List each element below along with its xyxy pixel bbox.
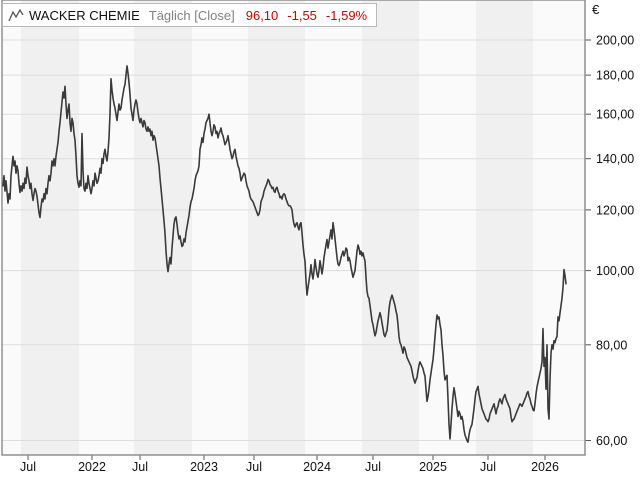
legend-box: WACKER CHEMIE Täglich [Close] 96,10 -1,5… [2,3,378,27]
currency-unit-label: € [592,2,600,17]
x-axis-label: 2023 [190,460,218,474]
half-year-shaded-band [476,0,533,455]
x-axis-label: Jul [132,460,148,474]
y-axis-label: 80,00 [596,338,627,352]
y-axis-label: 160,00 [596,108,634,122]
y-axis-label: 180,00 [596,69,634,83]
half-year-shaded-band [362,0,419,455]
line-chart-icon [8,8,24,21]
x-axis-label: Jul [480,460,496,474]
x-axis-label: Jul [20,460,36,474]
x-axis-label: 2026 [531,460,559,474]
price-line-series [2,65,567,444]
half-year-shaded-band [248,0,305,455]
x-axis-label: Jul [246,460,262,474]
y-axis-label: 60,00 [596,434,627,448]
half-year-shaded-band [134,0,192,455]
plot-frame [1,0,586,456]
x-axis-label: Jul [365,460,381,474]
x-axis-label: 2022 [78,460,106,474]
change-absolute: -1,55 [287,7,317,23]
change-percent: -1,59% [325,7,368,23]
instrument-name: WACKER CHEMIE [29,7,140,23]
x-axis-label: 2024 [303,460,331,474]
last-price: 96,10 [245,7,279,23]
half-year-shaded-band [21,0,79,455]
y-axis-label: 200,00 [596,34,634,48]
interval-label: Täglich [Close] [148,7,235,23]
x-axis-label: 2025 [419,460,447,474]
y-axis-label: 120,00 [596,203,634,217]
y-axis-label: 140,00 [596,152,634,166]
y-axis-label: 100,00 [596,264,634,278]
